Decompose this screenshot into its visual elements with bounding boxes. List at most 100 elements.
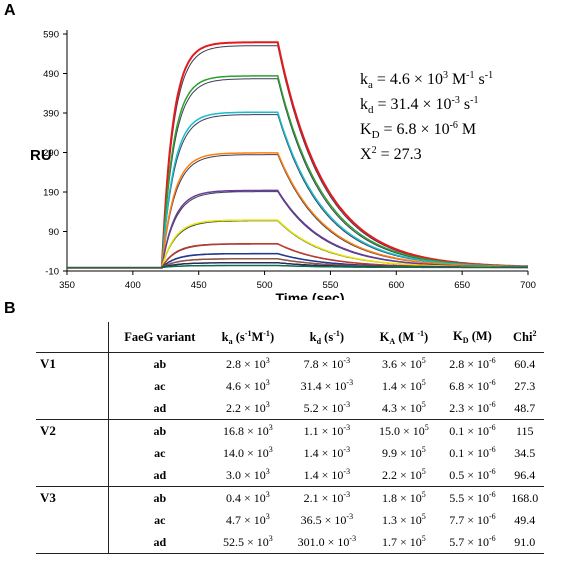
- kd-cell: 36.5 × 10-3: [300, 512, 354, 527]
- ka-cell: 2.8 × 103: [226, 356, 270, 371]
- chart-axes: -10 90 190 290 390 490 590 350 400 450 500 550 600 65…: [43, 30, 536, 292]
- x-tick-label: 500: [257, 280, 273, 291]
- y-axis-label: RU: [30, 147, 52, 164]
- fit-curve: [67, 154, 528, 269]
- variant-cell: ab: [153, 423, 167, 438]
- KA-cell: 1.7 × 105: [368, 531, 440, 554]
- KD-cell: 0.1 × 10-6: [449, 445, 496, 460]
- x-tick-label: 450: [191, 280, 207, 291]
- header-kd: kd (s-1): [285, 322, 369, 353]
- annotation-kd: kd = 31.4 × 10-3 s-1: [360, 95, 478, 116]
- ka-cell: 2.2 × 103: [210, 397, 286, 420]
- ka-cell: 16.8 × 103: [223, 423, 273, 438]
- ka-cell: 14.0 × 103: [223, 445, 273, 460]
- panel-label-b: B: [4, 300, 16, 317]
- header-group: [36, 322, 109, 353]
- table-row: ac 4.7 × 103 36.5 × 10-3 1.3 × 105 7.7 × 10-…: [36, 509, 544, 531]
- kinetics-annotation: ka = 4.6 × 103 M-1 s-1 kd = 31.4 × 10-3 …: [360, 70, 493, 163]
- KA-cell: 1.4 × 105: [382, 378, 426, 393]
- header-KD: KD (M): [439, 322, 506, 353]
- KA-cell: 2.2 × 105: [368, 464, 440, 487]
- chi2-cell: 34.5: [514, 445, 536, 460]
- variant-cell: ad: [108, 464, 211, 487]
- x-axis-label: Time (sec): [276, 290, 345, 300]
- sensorgram-curve: [67, 111, 528, 269]
- annotation-KD: KD = 6.8 × 10-6 M: [360, 120, 476, 141]
- header-chi2: Chi2: [505, 322, 544, 353]
- kd-cell: 1.4 × 10-3: [285, 464, 369, 487]
- variant-cell: ab: [153, 490, 167, 505]
- y-tick-label: 590: [43, 30, 59, 41]
- annotation-chi2: X2 = 27.3: [360, 145, 422, 163]
- x-tick-label: 600: [388, 280, 404, 291]
- KD-cell: 2.3 × 10-6: [439, 397, 506, 420]
- KD-cell: 5.5 × 10-6: [449, 490, 496, 505]
- kd-cell: 1.4 × 10-3: [303, 445, 351, 460]
- y-tick-label: 190: [43, 188, 59, 199]
- ka-cell: 0.4 × 103: [226, 490, 270, 505]
- KA-cell: 15.0 × 105: [379, 423, 429, 438]
- chi2-cell: 48.7: [505, 397, 544, 420]
- fit-curve: [67, 220, 528, 269]
- header-ka: ka (s-1M-1): [210, 322, 286, 353]
- chi2-cell: 49.4: [514, 512, 536, 527]
- kd-cell: 301.0 × 10-3: [285, 531, 369, 554]
- variant-cell: ac: [154, 378, 166, 393]
- kd-cell: 31.4 × 10-3: [300, 378, 354, 393]
- KA-cell: 9.9 × 105: [382, 445, 426, 460]
- sensorgram-curve: [67, 152, 528, 269]
- y-tick-label: 390: [43, 109, 59, 120]
- kinetics-table: FaeG variant ka (s-1M-1) kd (s-1) KA (M …: [36, 322, 544, 554]
- kd-cell: 5.2 × 10-3: [285, 397, 369, 420]
- KD-cell: 5.7 × 10-6: [439, 531, 506, 554]
- y-tick-label: 90: [48, 227, 59, 238]
- ka-cell: 3.0 × 103: [210, 464, 286, 487]
- KA-cell: 1.3 × 105: [382, 512, 426, 527]
- group-label: [36, 509, 109, 531]
- table-row: V3 ab 0.4 × 103 2.1 × 10-3 1.8 × 105 5.5 × 10…: [36, 486, 544, 509]
- sensorgram-curve: [67, 264, 528, 269]
- chi2-cell: 115: [515, 423, 534, 438]
- table-row: ac 4.6 × 103 31.4 × 10-3 1.4 × 105 6.8 × 10-…: [36, 375, 544, 397]
- chi2-cell: 91.0: [505, 531, 544, 554]
- ka-cell: 4.6 × 103: [226, 378, 270, 393]
- header-KA: KA (M -1): [368, 322, 440, 353]
- variant-cell: ac: [154, 445, 166, 460]
- variant-cell: ad: [108, 397, 211, 420]
- group-label: [36, 375, 109, 397]
- kd-cell: 2.1 × 10-3: [303, 490, 351, 505]
- group-label: [36, 464, 109, 487]
- KA-cell: 3.6 × 105: [382, 356, 426, 371]
- table-row: V2 ab 16.8 × 103 1.1 × 10-3 15.0 × 105 0.1 × …: [36, 419, 544, 442]
- KD-cell: 0.5 × 10-6: [439, 464, 506, 487]
- x-tick-label: 700: [520, 280, 536, 291]
- variant-cell: ad: [108, 531, 211, 554]
- panel-label-a: A: [4, 2, 16, 19]
- ka-cell: 4.7 × 103: [226, 512, 270, 527]
- x-tick-label: 350: [59, 280, 75, 291]
- kd-cell: 7.8 × 10-3: [303, 356, 351, 371]
- fit-curve: [67, 191, 528, 269]
- fit-curve: [67, 78, 528, 269]
- variant-cell: ab: [153, 356, 167, 371]
- sensorgram-curve: [67, 219, 528, 269]
- header-variant: FaeG variant: [108, 322, 211, 353]
- table-row: ad 2.2 × 103 5.2 × 10-3 4.3 × 105 2.3 × 10-6…: [36, 397, 544, 420]
- group-label: [36, 531, 109, 554]
- ka-cell: 52.5 × 103: [210, 531, 286, 554]
- y-tick-label: 490: [43, 69, 59, 80]
- chi2-cell: 168.0: [511, 490, 539, 505]
- group-label: [36, 442, 109, 464]
- KD-cell: 7.7 × 10-6: [449, 512, 496, 527]
- KD-cell: 0.1 × 10-6: [449, 423, 496, 438]
- KA-cell: 1.8 × 105: [382, 490, 426, 505]
- KD-cell: 6.8 × 10-6: [449, 378, 496, 393]
- group-label: [36, 397, 109, 420]
- group-label: V1: [36, 352, 109, 375]
- table-row: ad 3.0 × 103 1.4 × 10-3 2.2 × 105 0.5 × 10-6…: [36, 464, 544, 487]
- table-row: ac 14.0 × 103 1.4 × 10-3 9.9 × 105 0.1 × 10-…: [36, 442, 544, 464]
- kd-cell: 1.1 × 10-3: [303, 423, 351, 438]
- sensorgram-chart: -10 90 190 290 390 490 590 350 400 450 500 550 600 65…: [30, 30, 536, 301]
- group-label: V2: [36, 419, 109, 442]
- chi2-cell: 27.3: [514, 378, 536, 393]
